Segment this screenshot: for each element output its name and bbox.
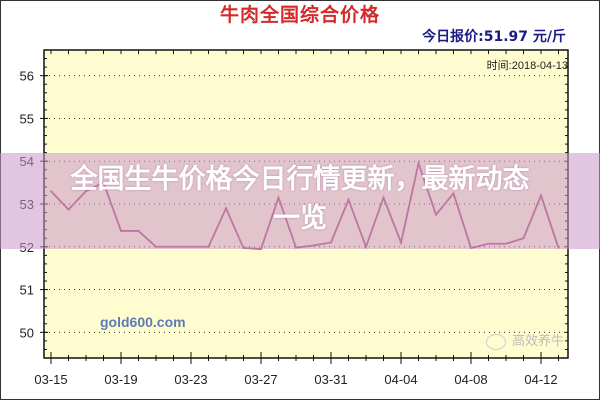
headline-banner bbox=[0, 153, 600, 249]
headline-line2: 一览 bbox=[273, 203, 327, 234]
x-tick-label: 03-15 bbox=[34, 372, 67, 387]
chart-title: 牛肉全国综合价格 bbox=[219, 4, 381, 26]
x-tick-label: 03-23 bbox=[174, 372, 207, 387]
x-tick-label: 04-08 bbox=[454, 372, 487, 387]
site-watermark: gold600.com bbox=[100, 314, 186, 330]
x-tick-label: 03-27 bbox=[244, 372, 277, 387]
x-tick-label: 03-19 bbox=[104, 372, 137, 387]
today-quote: 今日报价:51.97 元/斤 bbox=[422, 29, 566, 45]
time-annotation: 时间:2018-04-13 bbox=[486, 60, 568, 72]
account-name: 高效养牛 bbox=[512, 334, 565, 349]
x-tick-label: 04-04 bbox=[384, 372, 417, 387]
y-tick-label: 51 bbox=[20, 283, 34, 298]
y-tick-label: 55 bbox=[20, 111, 34, 126]
headline: 全国生牛价格今日行情更新，最新动态 一览 bbox=[71, 160, 530, 238]
wechat-icon bbox=[486, 334, 506, 350]
headline-line1: 全国生牛价格今日行情更新，最新动态 bbox=[70, 164, 530, 195]
y-tick-label: 50 bbox=[20, 325, 34, 340]
wechat-watermark: 高效养牛 bbox=[486, 334, 564, 350]
x-tick-label: 04-12 bbox=[524, 372, 557, 387]
y-tick-label: 56 bbox=[20, 69, 34, 84]
x-tick-label: 03-31 bbox=[314, 372, 347, 387]
